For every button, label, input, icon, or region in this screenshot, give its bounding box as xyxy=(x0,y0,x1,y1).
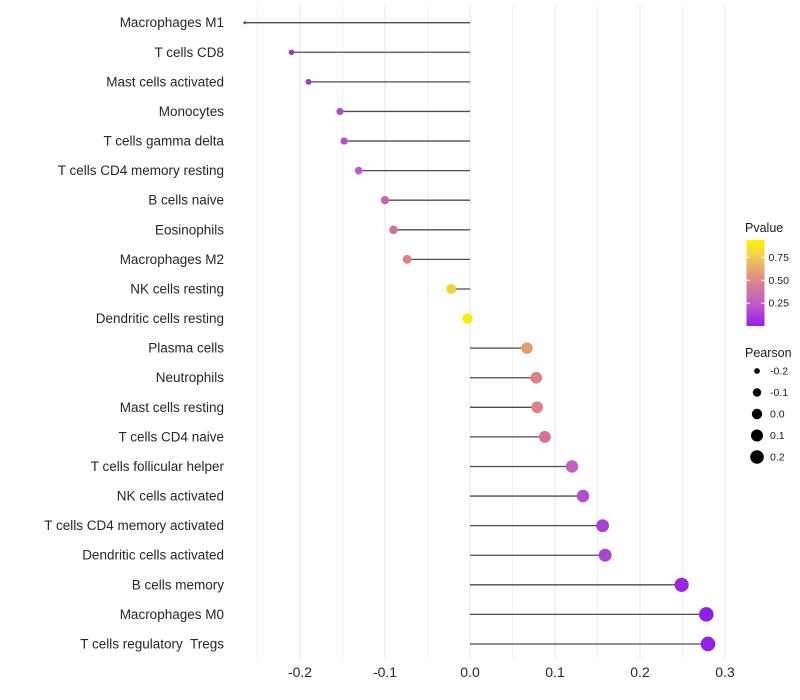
y-axis-label: B cells memory xyxy=(132,577,225,592)
pearson-legend-dot xyxy=(750,429,764,442)
lollipop-point xyxy=(340,137,348,145)
y-axis-label: Macrophages M1 xyxy=(120,15,224,30)
pvalue-legend-title: Pvalue xyxy=(745,221,783,235)
x-axis-tick-label: -0.2 xyxy=(288,664,312,680)
x-axis-tick-label: 0.1 xyxy=(545,664,565,680)
x-axis-tick-label: 0.0 xyxy=(460,664,480,680)
lollipop-point xyxy=(305,78,312,85)
y-axis-label: T cells CD4 naive xyxy=(118,429,224,444)
lollipop-point xyxy=(596,519,610,533)
pearson-legend-size-label: -0.1 xyxy=(770,387,788,399)
y-axis-label: Macrophages M0 xyxy=(120,607,224,622)
x-axis-tick-label: 0.2 xyxy=(630,664,650,680)
y-axis-label: T cells regulatory Tregs xyxy=(80,636,224,651)
x-axis-tick-label: -0.1 xyxy=(373,664,397,680)
y-axis-label: Macrophages M2 xyxy=(120,252,224,267)
lollipop-point xyxy=(354,166,363,175)
y-axis-label: Dendritic cells activated xyxy=(82,548,224,563)
lollipop-point xyxy=(336,107,344,116)
y-axis-label: Eosinophils xyxy=(155,222,224,237)
lollipop-point xyxy=(699,607,714,622)
y-axis-label: T cells gamma delta xyxy=(103,134,224,149)
pvalue-legend-tick-label: 0.50 xyxy=(769,275,790,287)
y-axis-label: T cells CD8 xyxy=(154,45,224,60)
pearson-legend-size-label: 0.2 xyxy=(770,452,785,464)
lollipop-point xyxy=(598,548,612,562)
lollipop-point xyxy=(521,342,533,354)
y-axis-label: Plasma cells xyxy=(148,341,224,356)
pvalue-colorbar xyxy=(746,240,765,326)
y-axis-label: NK cells activated xyxy=(117,489,224,504)
y-axis-label: NK cells resting xyxy=(130,281,224,296)
lollipop-point xyxy=(288,49,295,55)
lollipop-point xyxy=(531,401,544,414)
lollipop-point xyxy=(402,254,412,264)
pearson-legend-size-label: 0.0 xyxy=(770,409,785,421)
lollipop-point xyxy=(576,489,590,503)
y-axis-label: T cells CD4 memory activated xyxy=(44,518,224,533)
pearson-legend-dot xyxy=(751,408,763,420)
pearson-legend-dot xyxy=(752,388,762,397)
pvalue-legend-tick-label: 0.75 xyxy=(769,252,790,264)
x-axis-tick-label: 0.3 xyxy=(715,664,735,680)
lollipop-point xyxy=(446,283,457,294)
pearson-legend-title: Pearson xyxy=(745,346,792,360)
lollipop-point xyxy=(530,371,543,384)
pearson-legend-dot xyxy=(754,368,760,374)
y-axis-label: Mast cells resting xyxy=(120,400,224,415)
y-axis-label: Neutrophils xyxy=(156,370,225,385)
y-axis-label: Monocytes xyxy=(159,104,225,119)
lollipop-point xyxy=(538,430,551,443)
lollipop-point xyxy=(674,577,689,592)
y-axis-label: Dendritic cells resting xyxy=(96,311,224,326)
lollipop-point xyxy=(462,313,473,324)
y-axis-label: Mast cells activated xyxy=(106,74,224,89)
y-axis-label: B cells naive xyxy=(148,193,224,208)
pearson-legend-dot xyxy=(750,450,764,464)
lollipop-point xyxy=(700,636,716,652)
lollipop-point xyxy=(389,225,398,235)
pearson-legend-size-label: 0.1 xyxy=(770,430,785,442)
lollipop-point xyxy=(243,21,247,25)
lollipop-point xyxy=(565,460,579,473)
y-axis-label: T cells follicular helper xyxy=(91,459,225,474)
pearson-legend-size-label: -0.2 xyxy=(770,366,788,378)
lollipop-point xyxy=(380,196,390,205)
pvalue-legend-tick-label: 0.25 xyxy=(769,298,790,310)
y-axis-label: T cells CD4 memory resting xyxy=(58,163,224,178)
